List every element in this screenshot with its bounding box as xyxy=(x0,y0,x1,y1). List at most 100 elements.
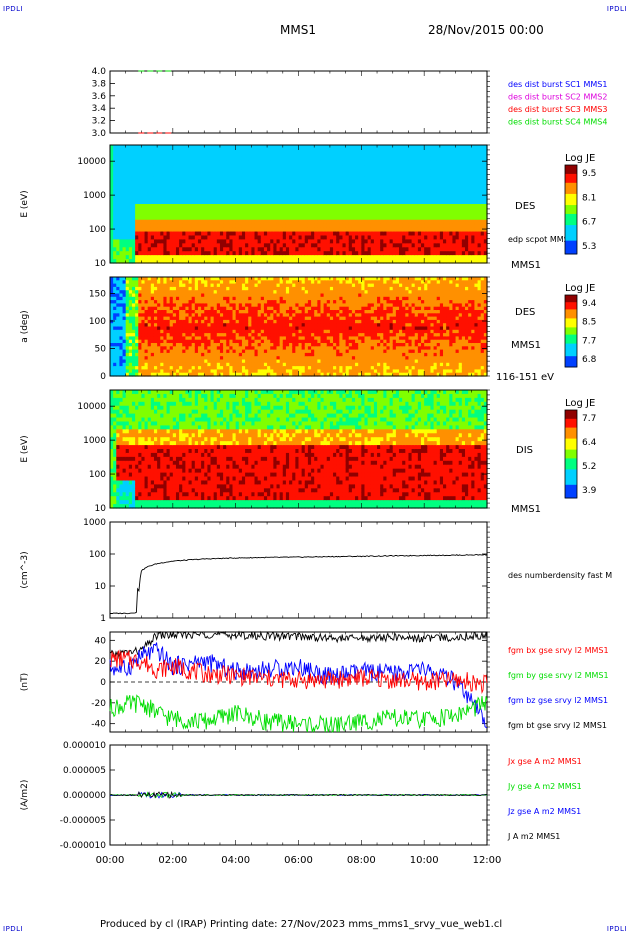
heatmap-cell xyxy=(373,200,378,205)
heatmap-cell xyxy=(216,196,221,201)
heatmap-cell xyxy=(386,145,391,150)
heatmap-cell xyxy=(345,145,350,150)
heatmap-cell xyxy=(179,247,183,252)
heatmap-cell xyxy=(377,215,381,221)
heatmap-cell xyxy=(329,251,334,256)
heatmap-cell xyxy=(119,227,124,233)
heatmap-cell xyxy=(342,227,347,233)
heatmap-cell xyxy=(320,223,325,229)
heatmap-cell xyxy=(263,207,268,213)
heatmap-cell xyxy=(169,227,174,233)
heatmap-cell xyxy=(245,196,249,201)
heatmap-cell xyxy=(399,156,403,162)
heatmap-cell xyxy=(122,247,127,252)
heatmap-cell xyxy=(311,196,315,201)
heatmap-cell xyxy=(216,231,221,237)
heatmap-cell xyxy=(279,204,284,209)
heatmap-cell xyxy=(179,215,183,221)
heatmap-cell xyxy=(380,243,384,248)
heatmap-cell xyxy=(285,145,290,150)
heatmap-cell xyxy=(339,247,344,252)
heatmap-cell xyxy=(226,211,230,217)
heatmap-cell xyxy=(342,231,347,237)
heatmap-cell xyxy=(311,176,315,181)
heatmap-cell xyxy=(282,160,287,166)
heatmap-cell xyxy=(402,243,406,248)
heatmap-cell xyxy=(386,219,391,225)
heatmap-cell xyxy=(307,180,312,185)
heatmap-cell xyxy=(351,207,356,213)
heatmap-cell xyxy=(248,156,252,162)
heatmap-cell xyxy=(355,227,359,233)
heatmap-cell xyxy=(351,239,356,244)
heatmap-cell xyxy=(320,207,325,213)
heatmap-cell xyxy=(402,219,406,225)
heatmap-cell xyxy=(355,145,359,150)
heatmap-cell xyxy=(383,180,388,185)
heatmap-cell xyxy=(119,200,124,205)
heatmap-cell xyxy=(295,160,300,166)
heatmap-cell xyxy=(342,215,347,221)
heatmap-cell xyxy=(260,239,265,244)
heatmap-cell xyxy=(131,168,136,174)
heatmap-cell xyxy=(226,239,230,244)
heatmap-cell xyxy=(210,156,215,162)
heatmap-cell xyxy=(301,200,306,205)
heatmap-cell xyxy=(163,148,168,154)
heatmap-cell xyxy=(110,227,114,233)
heatmap-cell xyxy=(131,156,136,162)
heatmap-cell xyxy=(276,192,281,197)
heatmap-cell xyxy=(226,180,230,185)
heatmap-cell xyxy=(339,172,344,178)
heatmap-cell xyxy=(204,243,208,248)
heatmap-cell xyxy=(175,259,180,264)
heatmap-cell xyxy=(314,180,318,185)
heatmap-cell xyxy=(191,148,196,154)
heatmap-cell xyxy=(169,156,174,162)
heatmap-cell xyxy=(326,207,331,213)
heatmap-cell xyxy=(125,184,130,189)
heatmap-cell xyxy=(285,200,290,205)
heatmap-cell xyxy=(241,215,246,221)
heatmap-cell xyxy=(263,188,268,193)
heatmap-cell xyxy=(389,207,394,213)
heatmap-cell xyxy=(282,227,287,233)
heatmap-cell xyxy=(122,196,127,201)
heatmap-cell xyxy=(147,184,152,189)
heatmap-cell xyxy=(150,192,155,197)
heatmap-cell xyxy=(182,148,186,154)
heatmap-cell xyxy=(201,251,205,256)
heatmap-cell xyxy=(245,176,249,181)
heatmap-cell xyxy=(125,215,130,221)
heatmap-cell xyxy=(285,223,290,229)
heatmap-cell xyxy=(135,160,139,166)
heatmap-cell xyxy=(172,148,177,154)
heatmap-cell xyxy=(304,164,309,170)
heatmap-cell xyxy=(263,200,268,205)
heatmap-cell xyxy=(289,152,293,158)
heatmap-cell xyxy=(194,200,199,205)
heatmap-cell xyxy=(182,247,186,252)
heatmap-cell xyxy=(320,251,325,256)
heatmap-cell xyxy=(342,207,347,213)
heatmap-cell xyxy=(125,259,130,264)
heatmap-cell xyxy=(392,184,397,189)
heatmap-cell xyxy=(342,176,347,181)
heatmap-cell xyxy=(298,215,303,221)
heatmap-cell xyxy=(364,219,369,225)
heatmap-cell xyxy=(141,255,146,260)
heatmap-cell xyxy=(131,207,136,213)
heatmap-cell xyxy=(342,192,347,197)
heatmap-cell xyxy=(361,223,366,229)
heatmap-cell xyxy=(131,215,136,221)
heatmap-cell xyxy=(317,239,322,244)
heatmap-cell xyxy=(229,196,234,201)
heatmap-cell xyxy=(153,219,158,225)
heatmap-cell xyxy=(213,239,218,244)
heatmap-cell xyxy=(298,180,303,185)
heatmap-cell xyxy=(166,207,171,213)
heatmap-cell xyxy=(169,145,174,150)
heatmap-cell xyxy=(128,215,133,221)
heatmap-cell xyxy=(245,204,249,209)
heatmap-cell xyxy=(333,160,337,166)
